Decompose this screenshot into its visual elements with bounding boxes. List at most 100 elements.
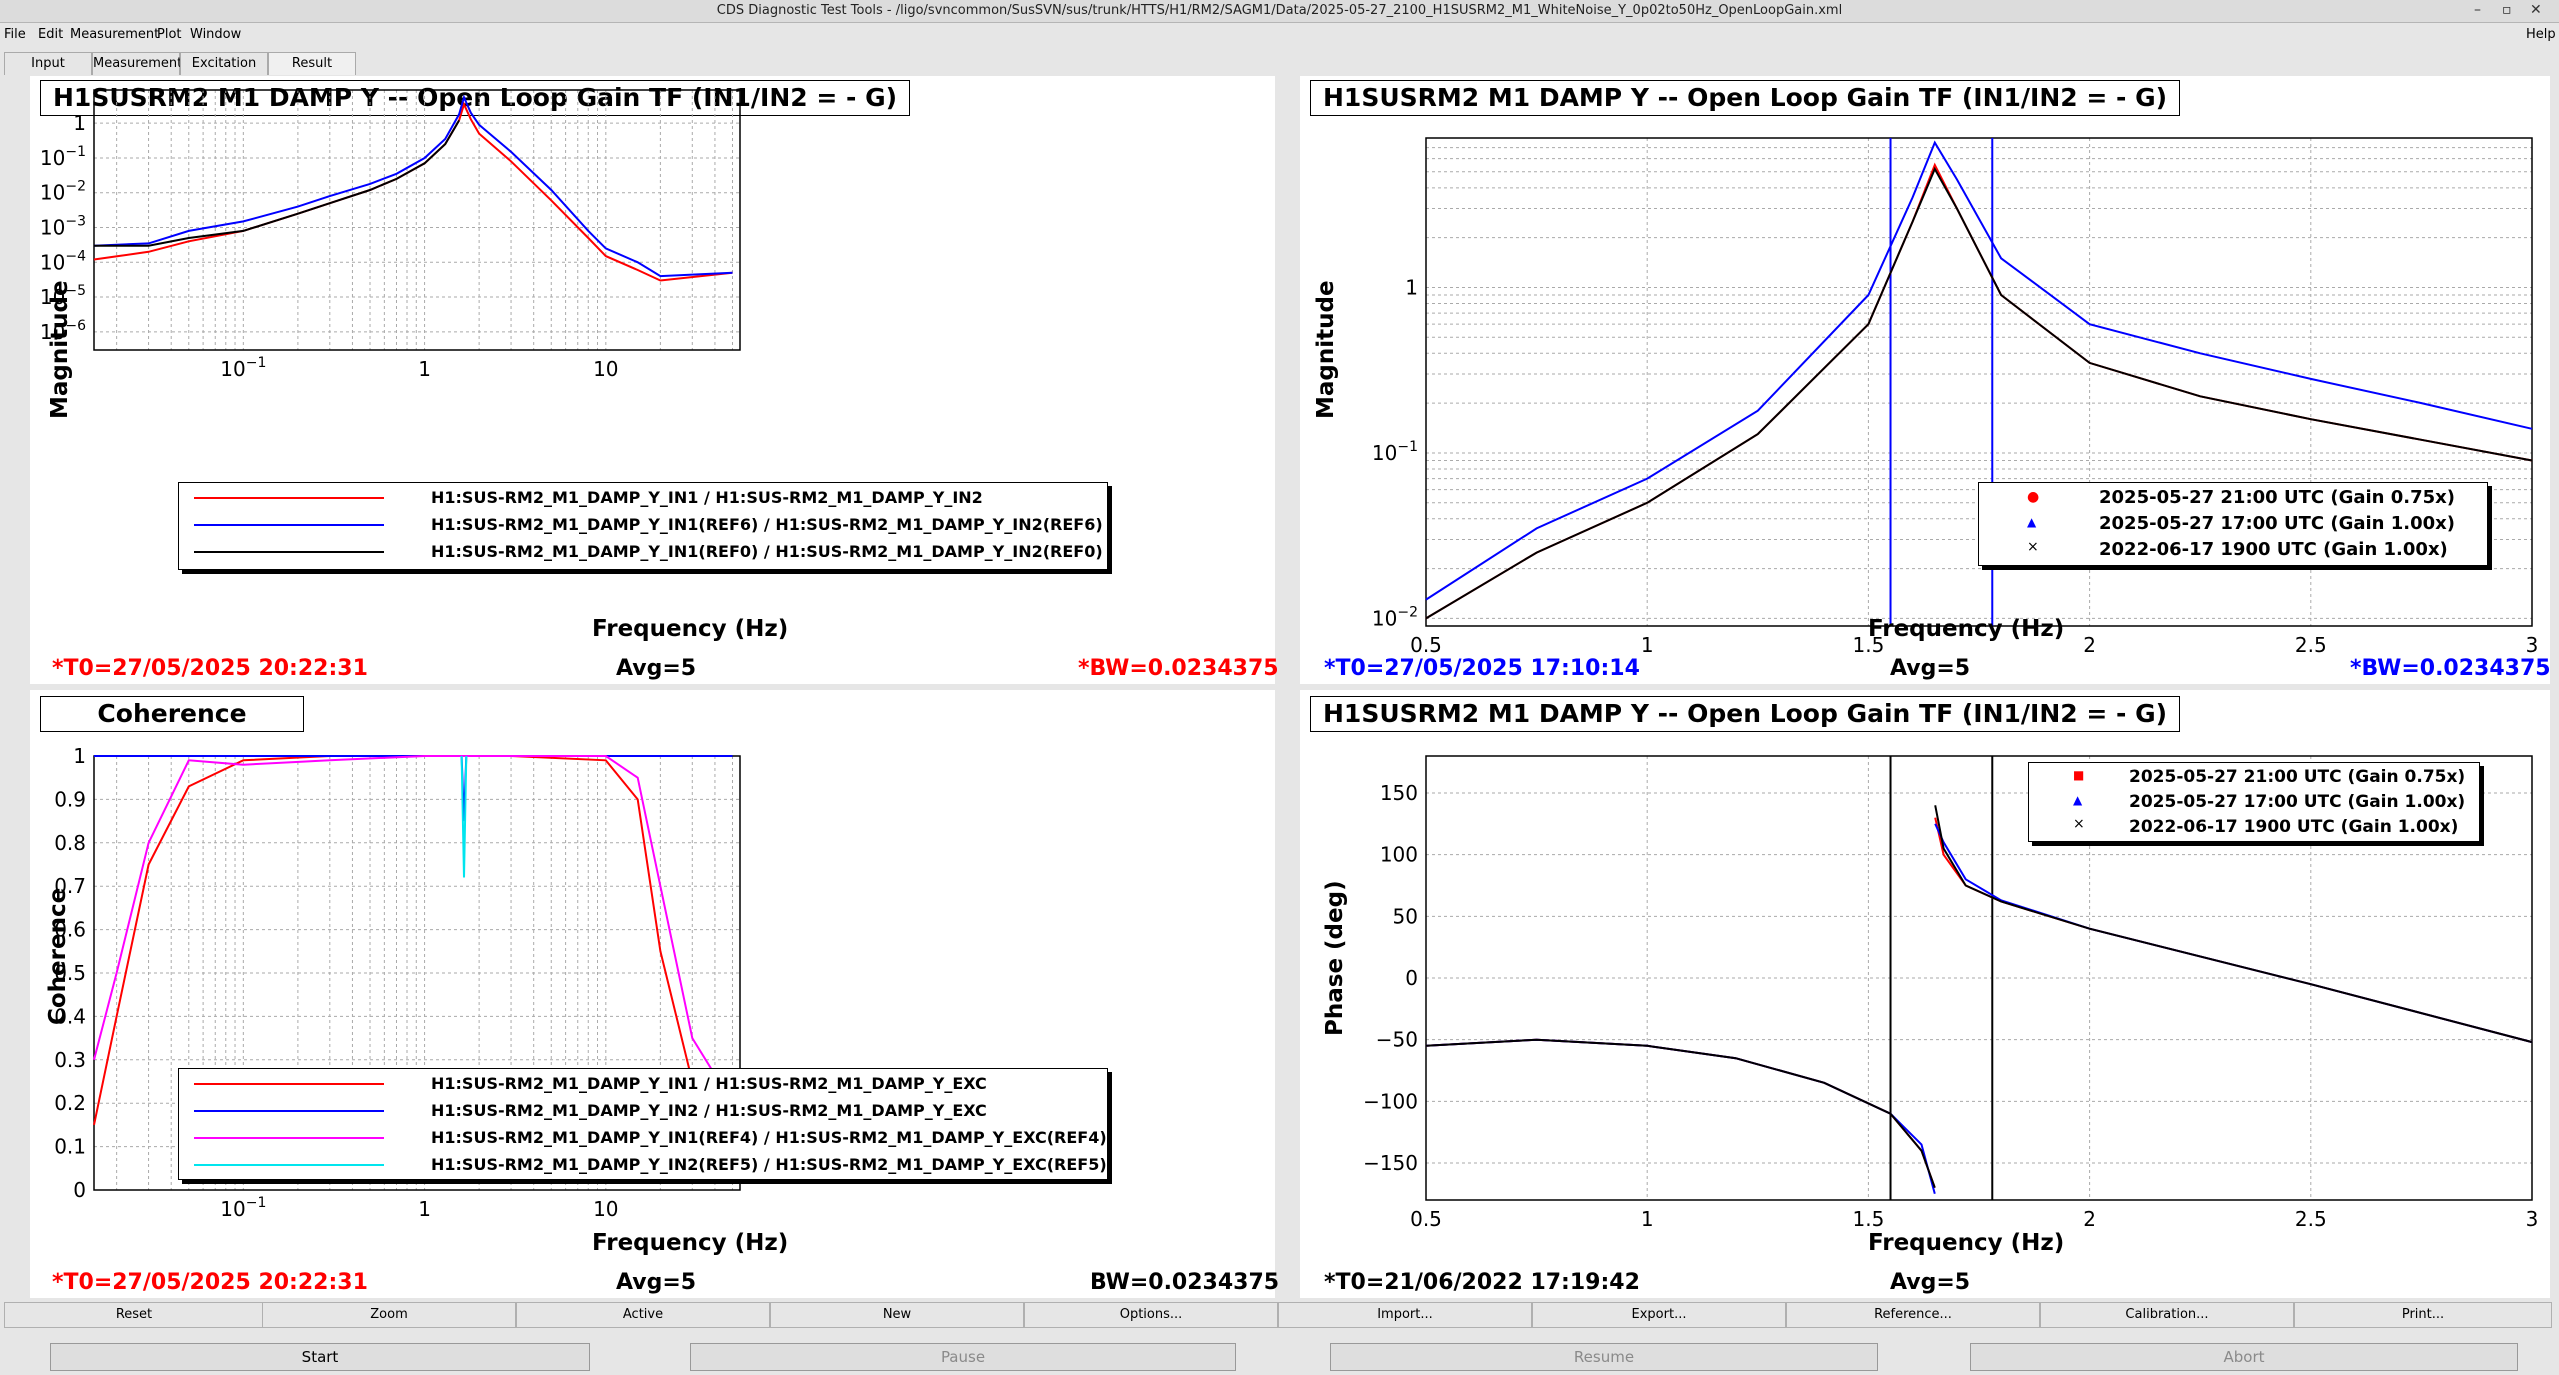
y-axis-label: Phase (deg) [1322,880,1348,1036]
magnitude-zoom-chart: 1 10−1 10−2 0.5 1 1.5 2 2.5 3 [1372,137,2538,657]
y-tick-label: 0.3 [54,1048,86,1072]
legend-entry: ■ 2025-05-27 21:00 UTC (Gain 0.75x) [2029,765,2479,791]
x-axis-label: Frequency (Hz) [592,616,789,642]
zoom-button[interactable]: Zoom [262,1302,516,1328]
y-tick-label: 10−3 [40,213,86,239]
legend-entry: H1:SUS-RM2_M1_DAMP_Y_IN1(REF6) / H1:SUS-… [179,512,1107,538]
legend-entry: ▲ 2025-05-27 17:00 UTC (Gain 1.00x) [1979,511,2487,537]
panel-magnitude-zoom: H1SUSRM2 M1 DAMP Y -- Open Loop Gain TF … [1300,76,2551,684]
t0-label: *T0=27/05/2025 20:22:31 [52,1270,368,1295]
series-line-blue [93,94,733,278]
legend-line-cyan [194,1164,384,1166]
x-tick-label: 2 [2083,1207,2096,1231]
legend-marker-x: × [2027,539,2039,555]
active-button[interactable]: Active [516,1302,770,1328]
menu-help[interactable]: Help [2526,27,2556,42]
tab-input[interactable]: Input [4,52,92,75]
tab-measurement[interactable]: Measurement [92,52,182,75]
series-line-blue [1425,823,2533,1195]
tab-excitation[interactable]: Excitation [180,52,268,75]
legend-marker-dot: ■ [2073,768,2085,782]
tab-result[interactable]: Result [268,52,356,75]
y-tick-label: 10−1 [40,144,86,170]
x-axis-label: Frequency (Hz) [592,1230,789,1256]
resume-button[interactable]: Resume [1330,1343,1878,1371]
maximize-icon[interactable]: ▫ [2502,2,2512,18]
y-tick-label: −150 [1363,1151,1418,1175]
panel-title: H1SUSRM2 M1 DAMP Y -- Open Loop Gain TF … [1310,696,2181,732]
print-button[interactable]: Print... [2294,1302,2552,1328]
y-axis-label: Magnitude [1313,280,1339,419]
run-control-buttons: Start Pause Resume Abort [0,1343,2559,1371]
legend-entry: ▲ 2025-05-27 17:00 UTC (Gain 1.00x) [2029,790,2479,816]
window-titlebar: CDS Diagnostic Test Tools - /ligo/svncom… [0,0,2559,23]
menu-bar: File Edit Measurement Plot Window Help [0,23,2559,45]
y-tick-label: −50 [1376,1028,1418,1052]
legend-text: H1:SUS-RM2_M1_DAMP_Y_IN2(REF5) / H1:SUS-… [431,1155,1107,1174]
menu-plot[interactable]: Plot [157,27,182,42]
legend-entry: ● 2025-05-27 21:00 UTC (Gain 0.75x) [1979,485,2487,511]
legend-line-red [194,1083,384,1085]
y-tick-label: −100 [1363,1089,1418,1113]
legend-marker-dot: ● [2027,489,2040,505]
new-button[interactable]: New [770,1302,1024,1328]
x-axis-label: Frequency (Hz) [1868,616,2065,642]
menu-window[interactable]: Window [190,27,242,42]
series-line-cyan [460,755,468,878]
y-tick-label: 0.6 [54,918,86,942]
start-button[interactable]: Start [50,1343,590,1371]
calibration-button[interactable]: Calibration... [2040,1302,2294,1328]
abort-button[interactable]: Abort [1970,1343,2518,1371]
panel-title: H1SUSRM2 M1 DAMP Y -- Open Loop Gain TF … [1310,80,2181,116]
y-tick-label: 150 [1380,781,1418,805]
menu-file[interactable]: File [4,27,26,42]
import-button[interactable]: Import... [1278,1302,1532,1328]
minimize-icon[interactable]: – [2474,2,2481,18]
avg-label: Avg=5 [1890,656,1971,681]
export-button[interactable]: Export... [1532,1302,1786,1328]
pause-button[interactable]: Pause [690,1343,1236,1371]
panel-coherence: Coherence 0 0.1 0.2 0.3 0.4 0.5 0.6 0.7 0.8 0.9 1 1… [30,690,1279,1298]
legend-text: H1:SUS-RM2_M1_DAMP_Y_IN1(REF4) / H1:SUS-… [431,1128,1107,1147]
y-tick-label: 10−1 [1372,439,1418,465]
legend-text: 2022-06-17 1900 UTC (Gain 1.00x) [2129,817,2459,837]
legend-entry: H1:SUS-RM2_M1_DAMP_Y_IN2 / H1:SUS-RM2_M1… [179,1098,1107,1124]
legend-line-magenta [194,1137,384,1139]
series-line-magenta [93,755,734,1104]
x-tick-label: 1 [1641,1207,1654,1231]
legend-line-blue [194,524,384,526]
y-tick-label: 100 [1380,843,1418,867]
bw-label: *BW=0.0234375 [1078,656,1279,681]
legend-entry: × 2022-06-17 1900 UTC (Gain 1.00x) [2029,815,2479,841]
menu-measurement[interactable]: Measurement [70,27,160,42]
x-tick-label: 2 [2083,633,2096,657]
legend-marker-triangle: ▲ [2073,793,2083,807]
close-icon[interactable]: ✕ [2530,2,2542,18]
legend-text: H1:SUS-RM2_M1_DAMP_Y_IN1 / H1:SUS-RM2_M1… [431,488,983,507]
y-tick-label: 0.9 [54,787,86,811]
legend: ● 2025-05-27 21:00 UTC (Gain 0.75x) ▲ 20… [1978,482,2488,566]
legend-line-blue [194,1110,384,1112]
reference-button[interactable]: Reference... [1786,1302,2040,1328]
x-tick-label: 1.5 [1852,1207,1884,1231]
y-tick-label: 10−2 [40,179,86,205]
reset-button[interactable]: Reset [4,1302,264,1328]
y-tick-label: 0 [73,1178,86,1202]
x-tick-label: 2.5 [2295,633,2327,657]
panel-title: H1SUSRM2 M1 DAMP Y -- Open Loop Gain TF … [40,80,911,116]
legend-text: 2022-06-17 1900 UTC (Gain 1.00x) [2099,539,2448,560]
t0-label: *T0=27/05/2025 17:10:14 [1324,656,1640,681]
legend-entry: H1:SUS-RM2_M1_DAMP_Y_IN1 / H1:SUS-RM2_M1… [179,485,1107,511]
series-line-black [1425,166,2533,620]
y-tick-label: 10−4 [40,248,86,274]
menu-edit[interactable]: Edit [38,27,64,42]
legend-text: H1:SUS-RM2_M1_DAMP_Y_IN1 / H1:SUS-RM2_M1… [431,1074,987,1093]
y-tick-label: 0 [1405,966,1418,990]
x-tick-label: 3 [2526,1207,2539,1231]
legend-entry: H1:SUS-RM2_M1_DAMP_Y_IN1(REF0) / H1:SUS-… [179,539,1107,565]
legend-entry: H1:SUS-RM2_M1_DAMP_Y_IN1(REF4) / H1:SUS-… [179,1125,1107,1151]
options-button[interactable]: Options... [1024,1302,1278,1328]
series-line-red [1425,817,2533,1189]
plot-frame [93,89,741,351]
series-line-blue [1425,140,2533,601]
